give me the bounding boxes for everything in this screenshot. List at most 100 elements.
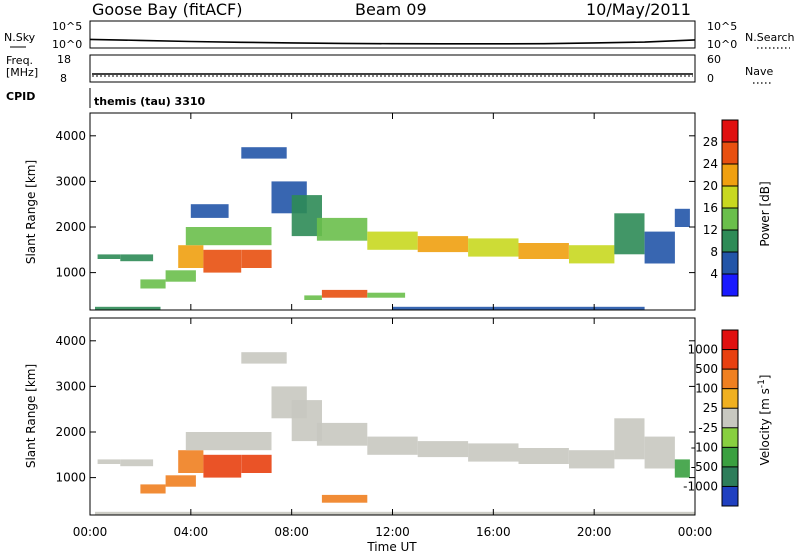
noise-right-label: N.Search bbox=[745, 31, 795, 44]
freq-right-tick-low: 0 bbox=[707, 72, 714, 85]
colorbar-swatch-3 bbox=[722, 208, 738, 230]
colorbar-swatch-2 bbox=[722, 230, 738, 252]
noise-right-tick-high: 10^5 bbox=[707, 20, 737, 33]
heatmap-cell-5 bbox=[203, 454, 242, 478]
heatmap-cell-13 bbox=[304, 295, 322, 300]
velocity-colorbar: 1000 500 100 25 -25 -100 -500 -1000 bbox=[683, 329, 739, 507]
colorbar-label-0: 4 bbox=[710, 267, 718, 281]
xtick-label-5: 20:00 bbox=[577, 525, 612, 539]
velocity-colorbar-label-end: ] bbox=[758, 375, 772, 380]
heatmap-cell-5 bbox=[178, 245, 204, 268]
x-axis: 00:00 04:00 08:00 12:00 16:00 20:00 00:00 bbox=[73, 113, 713, 539]
velocity-ylabel: Slant Range [km] bbox=[24, 364, 38, 468]
heatmap-cell-6 bbox=[203, 249, 242, 273]
colorbar-swatch-4 bbox=[722, 408, 738, 428]
heatmap-cell-16 bbox=[316, 217, 368, 241]
power-colorbar: 4 8 12 16 20 24 28 bbox=[703, 119, 739, 297]
ytick-label-3: 4000 bbox=[55, 129, 86, 143]
colorbar-swatch-5 bbox=[722, 164, 738, 186]
heatmap-cell-17 bbox=[569, 450, 615, 469]
heatmap-cell-11 bbox=[321, 494, 368, 503]
ytick-label-1: 2000 bbox=[55, 425, 86, 439]
colorbar-swatch-6 bbox=[722, 142, 738, 164]
heatmap-cell-19 bbox=[644, 436, 675, 469]
xtick-label-2: 08:00 bbox=[274, 525, 309, 539]
colorbar-label-3: 25 bbox=[703, 401, 718, 415]
noise-left-label: N.Sky bbox=[4, 31, 36, 44]
colorbar-swatch-6 bbox=[722, 369, 738, 389]
xtick-label-4: 16:00 bbox=[476, 525, 511, 539]
colorbar-swatch-3 bbox=[722, 427, 738, 448]
heatmap-cell-0 bbox=[97, 254, 121, 259]
heatmap-cell-22 bbox=[614, 213, 645, 255]
colorbar-frame bbox=[721, 329, 739, 507]
colorbar-swatch-1 bbox=[722, 252, 738, 274]
colorbar-label-1: 8 bbox=[710, 245, 718, 259]
heatmap-cell-21 bbox=[569, 245, 615, 264]
ytick-label-0: 1000 bbox=[55, 471, 86, 485]
freq-left-label-1: Freq. bbox=[6, 54, 33, 67]
heatmap-cell-3 bbox=[140, 279, 166, 289]
heatmap-cell-15 bbox=[468, 443, 519, 462]
colorbar-label-4: -25 bbox=[698, 421, 718, 435]
colorbar-swatch-0 bbox=[722, 486, 738, 506]
xtick-label-6: 00:00 bbox=[678, 525, 713, 539]
heatmap-cell-20 bbox=[518, 243, 569, 259]
heatmap-cell-1 bbox=[120, 459, 154, 467]
heatmap-cell-18 bbox=[614, 418, 645, 460]
ytick-label-1: 2000 bbox=[55, 220, 86, 234]
ytick-label-0: 1000 bbox=[55, 266, 86, 280]
velocity-heatmap bbox=[95, 352, 695, 515]
noise-left-tick-high: 10^5 bbox=[52, 20, 82, 33]
heatmap-cell-0 bbox=[97, 459, 121, 464]
heatmap-cell-23 bbox=[644, 231, 675, 264]
freq-left-tick-high: 18 bbox=[57, 53, 71, 66]
colorbar-label-4: 20 bbox=[703, 179, 718, 193]
xtick-label-1: 04:00 bbox=[174, 525, 209, 539]
power-colorbar-label: Power [dB] bbox=[758, 181, 772, 246]
freq-left-tick-low: 8 bbox=[60, 72, 67, 85]
freq-left-label-2: [MHz] bbox=[6, 66, 38, 79]
colorbar-swatch-2 bbox=[722, 447, 738, 467]
colorbar-swatch-7 bbox=[722, 120, 738, 142]
xaxis-label: Time UT bbox=[366, 540, 417, 554]
heatmap-cell-10 bbox=[241, 147, 287, 159]
date-title: 10/May/2011 bbox=[586, 0, 691, 19]
noise-left-tick-low: 10^0 bbox=[52, 38, 82, 51]
heatmap-cell-1 bbox=[120, 254, 154, 262]
colorbar-label-2: 100 bbox=[695, 382, 718, 396]
heatmap-cell-12 bbox=[316, 422, 368, 446]
heatmap-cell-2 bbox=[140, 484, 166, 494]
cpid-label: CPID bbox=[6, 90, 35, 103]
colorbar-label-6: 28 bbox=[703, 135, 718, 149]
colorbar-label-3: 16 bbox=[703, 201, 718, 215]
heatmap-cell-13 bbox=[367, 436, 418, 455]
heatmap-cell-9 bbox=[190, 204, 229, 218]
colorbar-label-1: 500 bbox=[695, 362, 718, 376]
velocity-y-axis: 1000 2000 3000 4000 bbox=[55, 334, 695, 485]
heatmap-cell-7 bbox=[241, 249, 272, 268]
colorbar-swatch-5 bbox=[722, 388, 738, 409]
heatmap-cell-2 bbox=[95, 306, 161, 310]
beam-title: Beam 09 bbox=[355, 0, 427, 19]
freq-right-tick-high: 60 bbox=[707, 53, 721, 66]
station-title: Goose Bay (fitACF) bbox=[92, 0, 242, 19]
colorbar-label-5: 24 bbox=[703, 157, 718, 171]
heatmap-cell-16 bbox=[518, 448, 569, 464]
xtick-label-0: 00:00 bbox=[73, 525, 108, 539]
noise-series-line bbox=[89, 38, 696, 45]
heatmap-cell-8 bbox=[185, 227, 272, 246]
ytick-label-2: 3000 bbox=[55, 174, 86, 188]
colorbar-swatch-1 bbox=[722, 466, 738, 487]
ytick-label-3: 4000 bbox=[55, 334, 86, 348]
heatmap-cell-25 bbox=[392, 306, 645, 310]
noise-panel-frame bbox=[89, 20, 696, 49]
heatmap-cell-4 bbox=[165, 270, 196, 282]
colorbar-swatch-0 bbox=[722, 274, 738, 296]
colorbar-label-2: 12 bbox=[703, 223, 718, 237]
colorbar-swatch-8 bbox=[722, 330, 738, 350]
noise-right-tick-low: 10^0 bbox=[707, 38, 737, 51]
freq-panel-frame bbox=[89, 54, 696, 83]
heatmap-cell-3 bbox=[165, 475, 196, 487]
colorbar-swatch-7 bbox=[722, 349, 738, 370]
